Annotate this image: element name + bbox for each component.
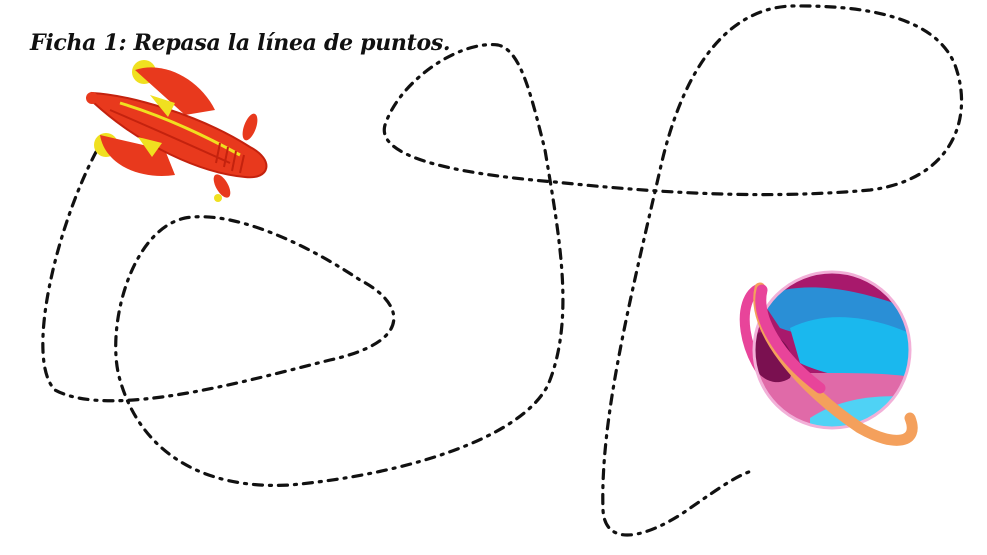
dotted-tracing-path[interactable] <box>41 4 964 537</box>
rocket-fins <box>94 60 258 202</box>
rocket-icon <box>86 60 268 202</box>
worksheet-title: Ficha 1: Repasa la línea de puntos. <box>30 30 451 56</box>
planet-icon <box>739 270 918 446</box>
